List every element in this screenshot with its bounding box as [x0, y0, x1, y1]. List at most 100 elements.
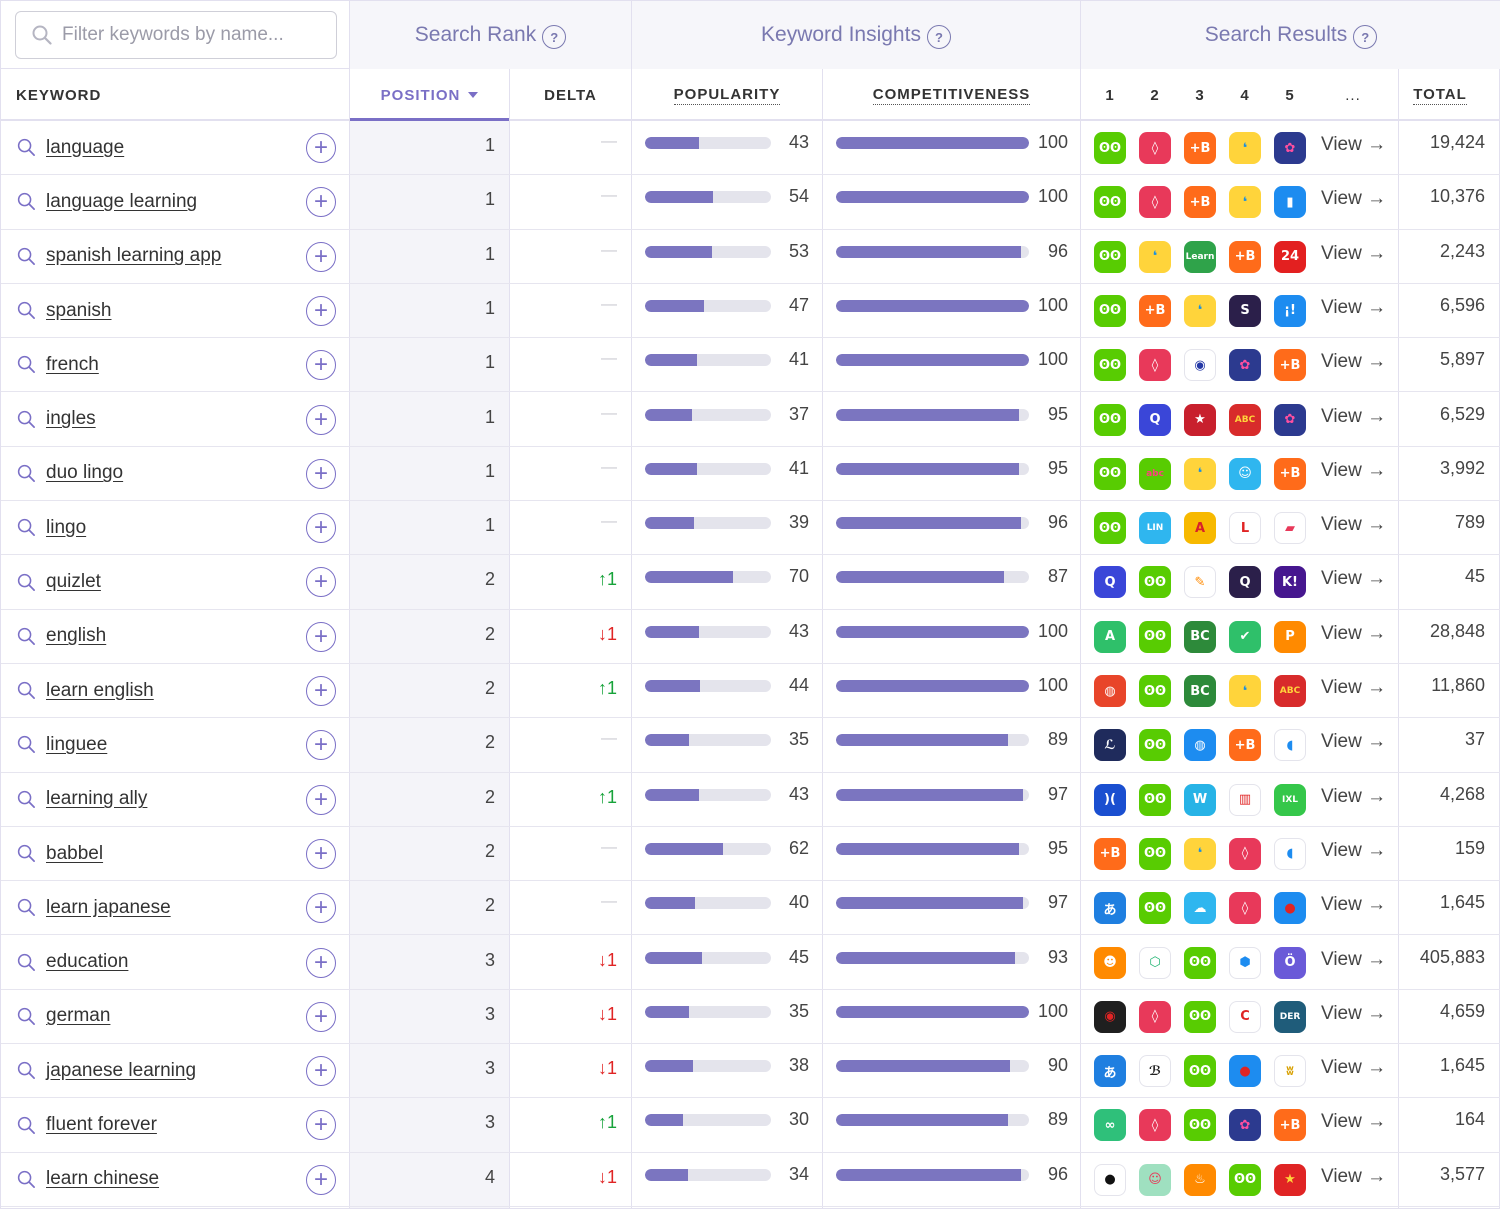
- lightbulb-app-icon[interactable]: ☻: [1094, 946, 1126, 979]
- keyword-link[interactable]: learn english: [46, 679, 154, 701]
- view-results-link[interactable]: View →: [1321, 296, 1387, 318]
- word-day-app-icon[interactable]: W: [1184, 783, 1216, 816]
- duolingo-app-icon[interactable]: ʘʘ: [1094, 186, 1126, 219]
- globe-red-app-icon[interactable]: ◍: [1094, 675, 1126, 707]
- duolingo-app-icon[interactable]: ʘʘ: [1184, 1000, 1216, 1033]
- view-results-link[interactable]: View →: [1321, 677, 1387, 698]
- keyword-filter[interactable]: [15, 11, 337, 59]
- british-app-icon[interactable]: BC: [1184, 675, 1216, 707]
- keyword-link[interactable]: lingo: [46, 516, 87, 538]
- view-results-link[interactable]: View →: [1321, 731, 1387, 753]
- add-keyword-button[interactable]: +: [306, 187, 336, 218]
- view-results-link[interactable]: View →: [1321, 948, 1387, 970]
- view-results-link[interactable]: View →: [1321, 568, 1387, 590]
- hiragana-app-icon[interactable]: あ: [1094, 892, 1126, 925]
- keyword-link[interactable]: quizlet: [46, 571, 101, 593]
- speechling-app-icon[interactable]: S: [1229, 294, 1261, 327]
- view-results-link[interactable]: View →: [1321, 785, 1387, 807]
- add-keyword-button[interactable]: +: [306, 404, 336, 435]
- babbel-app-icon[interactable]: +B: [1229, 240, 1261, 273]
- duolingo-app-icon[interactable]: ʘʘ: [1184, 946, 1216, 979]
- quizlet-app-icon[interactable]: Q: [1139, 403, 1171, 436]
- add-keyword-button[interactable]: +: [306, 295, 336, 326]
- a-green-app-icon[interactable]: A: [1094, 620, 1126, 653]
- duolingo-app-icon[interactable]: ʘʘ: [1229, 1163, 1261, 1196]
- usa-flag-app-icon[interactable]: ★: [1184, 403, 1216, 436]
- babbel-app-icon[interactable]: +B: [1094, 837, 1126, 870]
- keyword-link[interactable]: language learning: [46, 190, 198, 212]
- l-circle-app-icon[interactable]: L: [1229, 512, 1261, 545]
- china-app-icon[interactable]: ★: [1274, 1163, 1306, 1196]
- keyword-link[interactable]: german: [46, 1005, 111, 1027]
- piano-app-icon[interactable]: ▥: [1229, 783, 1261, 816]
- add-keyword-button[interactable]: +: [306, 350, 336, 381]
- flame-app-icon[interactable]: ♨: [1184, 1163, 1216, 1196]
- add-keyword-button[interactable]: +: [306, 621, 336, 652]
- japan-flag-app-icon[interactable]: ●: [1274, 892, 1306, 925]
- view-results-link[interactable]: View →: [1321, 459, 1387, 481]
- view-results-link[interactable]: View →: [1321, 188, 1387, 210]
- mic-app-icon[interactable]: ◖: [1274, 837, 1306, 870]
- moose-app-icon[interactable]: ʬ: [1274, 1055, 1306, 1088]
- abc-kids-app-icon[interactable]: abc: [1139, 457, 1171, 490]
- blue-square-app-icon[interactable]: ▮: [1274, 186, 1306, 219]
- tandem-app-icon[interactable]: ◊: [1139, 349, 1171, 382]
- busuu-app-icon[interactable]: ❛: [1184, 837, 1216, 870]
- add-keyword-button[interactable]: +: [306, 784, 336, 815]
- babbel-app-icon[interactable]: +B: [1274, 457, 1306, 490]
- keyword-link[interactable]: duo lingo: [46, 462, 124, 484]
- hex-blue-app-icon[interactable]: ⬢: [1229, 946, 1261, 979]
- babbel-app-icon[interactable]: +B: [1184, 186, 1216, 219]
- memrise-app-icon[interactable]: ✿: [1229, 1109, 1261, 1142]
- add-keyword-button[interactable]: +: [306, 513, 336, 544]
- busuu-app-icon[interactable]: ❛: [1229, 186, 1261, 219]
- duolingo-app-icon[interactable]: ʘʘ: [1139, 892, 1171, 925]
- quizlet-app-icon[interactable]: Q: [1094, 566, 1126, 599]
- cloud-app-icon[interactable]: ☁: [1184, 892, 1216, 925]
- smiley-app-icon[interactable]: ☺: [1229, 457, 1261, 490]
- check-app-icon[interactable]: ✔: [1229, 620, 1261, 653]
- view-results-link[interactable]: View →: [1321, 1002, 1387, 1024]
- tandem-app-icon[interactable]: ◊: [1139, 132, 1171, 164]
- pencil-app-icon[interactable]: ✎: [1184, 566, 1216, 599]
- babbel-app-icon[interactable]: +B: [1274, 1109, 1306, 1142]
- british-app-icon[interactable]: BC: [1184, 620, 1216, 653]
- hiragana-app-icon[interactable]: あ: [1094, 1055, 1126, 1088]
- script-b-app-icon[interactable]: ℬ: [1139, 1055, 1171, 1088]
- der-die-das-app-icon[interactable]: DER: [1274, 1000, 1306, 1033]
- keyword-link[interactable]: education: [46, 951, 129, 973]
- keyword-link[interactable]: learn chinese: [46, 1168, 160, 1190]
- view-results-link[interactable]: View →: [1321, 351, 1387, 373]
- keyword-link[interactable]: babbel: [46, 842, 104, 864]
- add-keyword-button[interactable]: +: [306, 567, 336, 598]
- babbel-app-icon[interactable]: +B: [1274, 349, 1306, 382]
- keyword-link[interactable]: learning ally: [46, 788, 148, 810]
- panda-app-icon[interactable]: ●: [1094, 1163, 1126, 1196]
- keyword-link[interactable]: japanese learning: [46, 1059, 197, 1081]
- babbel-app-icon[interactable]: +B: [1139, 294, 1171, 327]
- memrise-app-icon[interactable]: ✿: [1274, 403, 1306, 436]
- duolingo-app-icon[interactable]: ʘʘ: [1139, 837, 1171, 870]
- busuu-app-icon[interactable]: ❛: [1184, 294, 1216, 327]
- view-results-link[interactable]: View →: [1321, 839, 1387, 861]
- c-red-app-icon[interactable]: C: [1229, 1000, 1261, 1033]
- loop-app-icon[interactable]: ∞: [1094, 1109, 1126, 1142]
- babbel-app-icon[interactable]: +B: [1229, 729, 1261, 762]
- total-column-header[interactable]: TOTAL: [1399, 69, 1481, 121]
- position-column-header[interactable]: POSITION: [350, 69, 509, 121]
- duolingo-app-icon[interactable]: ʘʘ: [1139, 783, 1171, 816]
- kahoot-app-icon[interactable]: K!: [1274, 566, 1306, 599]
- tandem-app-icon[interactable]: ◊: [1139, 186, 1171, 219]
- popularity-column-header[interactable]: POPULARITY: [632, 69, 822, 121]
- germany-app-icon[interactable]: ◉: [1094, 1000, 1126, 1033]
- abc-flag-app-icon[interactable]: ABC: [1274, 675, 1306, 707]
- keyword-link[interactable]: fluent forever: [46, 1114, 157, 1136]
- busuu-app-icon[interactable]: ❛: [1229, 132, 1261, 164]
- keyword-link[interactable]: linguee: [46, 733, 108, 755]
- keyword-link[interactable]: spanish: [46, 299, 112, 321]
- face-app-icon[interactable]: ☺: [1139, 1163, 1171, 1196]
- busuu-app-icon[interactable]: ❛: [1184, 457, 1216, 490]
- hours24-app-icon[interactable]: 24: [1274, 240, 1306, 273]
- keyword-link[interactable]: language: [46, 136, 125, 158]
- tandem-app-icon[interactable]: ◊: [1139, 1109, 1171, 1142]
